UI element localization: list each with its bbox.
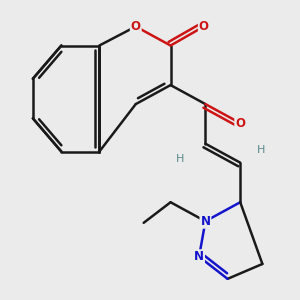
- Text: N: N: [200, 215, 210, 228]
- Text: O: O: [199, 20, 209, 33]
- Text: N: N: [194, 250, 204, 263]
- Text: O: O: [235, 117, 245, 130]
- Text: H: H: [256, 145, 265, 155]
- Text: O: O: [131, 20, 141, 33]
- Text: H: H: [176, 154, 184, 164]
